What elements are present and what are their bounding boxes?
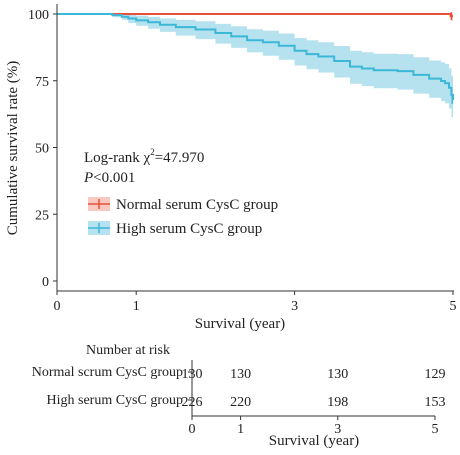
legend-item-normal: Normal serum CysC group: [88, 197, 278, 213]
legend: Normal serum CysC group High serum CysC …: [88, 197, 278, 237]
p-value-annotation: P<0.001: [83, 170, 135, 186]
y-tick-label: 25: [35, 208, 49, 223]
ci-band-high: [57, 14, 453, 122]
x-tick-label: 0: [54, 299, 61, 314]
risk-row-label-normal: Normal scrum CysC group: [32, 365, 183, 380]
risk-value: 220: [230, 395, 251, 410]
risk-x-axis-ticks: 0 1 3 5: [189, 416, 439, 437]
risk-value: 226: [182, 395, 203, 410]
plot-area: [57, 12, 454, 122]
legend-label-normal: Normal serum CysC group: [116, 197, 278, 213]
risk-table-title: Number at risk: [86, 343, 170, 358]
risk-value: 130: [230, 367, 251, 382]
x-axis-title: Survival (year): [195, 316, 285, 332]
risk-value: 130: [327, 367, 348, 382]
risk-x-axis-title: Survival (year): [269, 433, 359, 449]
y-axis-ticks: 0 25 50 75 100: [28, 8, 57, 290]
risk-row-label-high: High serum CysC group: [47, 393, 184, 408]
y-tick-label: 0: [42, 275, 49, 290]
risk-x-tick-label: 3: [334, 422, 341, 437]
legend-label-high: High serum CysC group: [116, 221, 262, 237]
risk-values: 130 130 130 129 226 220 198 153: [182, 367, 446, 410]
y-tick-label: 50: [35, 142, 49, 157]
risk-value: 153: [425, 395, 446, 410]
x-tick-label: 1: [133, 299, 140, 314]
y-tick-label: 100: [28, 8, 49, 23]
x-axis-ticks: 0 1 3 5: [54, 291, 457, 314]
x-tick-label: 5: [450, 299, 457, 314]
x-tick-label: 3: [291, 299, 298, 314]
risk-x-tick-label: 0: [189, 422, 196, 437]
risk-value: 129: [425, 367, 446, 382]
legend-item-high: High serum CysC group: [88, 221, 262, 237]
risk-x-tick-label: 1: [237, 422, 244, 437]
chi-superscript: 2: [150, 147, 155, 157]
logrank-annotation: Log-rank χ2=47.970: [84, 147, 204, 166]
y-tick-label: 75: [35, 75, 49, 90]
y-axis-title: Cumulative survival rate (%): [5, 61, 21, 236]
risk-value: 130: [182, 367, 203, 382]
risk-x-tick-label: 5: [432, 422, 439, 437]
risk-value: 198: [327, 395, 348, 410]
series-line-high: [57, 13, 454, 100]
